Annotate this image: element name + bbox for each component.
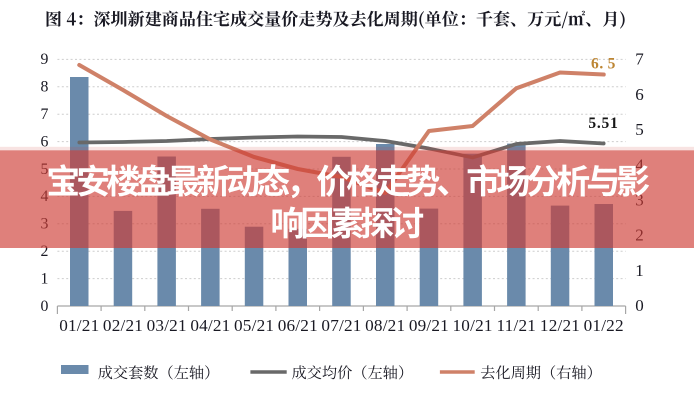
svg-text:11/21: 11/21 <box>497 316 537 335</box>
svg-text:8: 8 <box>41 79 49 96</box>
svg-text:06/21: 06/21 <box>278 316 318 335</box>
svg-text:6: 6 <box>635 85 644 104</box>
svg-text:01/21: 01/21 <box>59 316 99 335</box>
svg-text:6: 6 <box>41 133 49 150</box>
svg-text:04/21: 04/21 <box>190 316 230 335</box>
svg-text:01/22: 01/22 <box>584 316 624 335</box>
svg-text:5.51: 5.51 <box>588 115 618 132</box>
svg-text:05/21: 05/21 <box>234 316 274 335</box>
svg-text:1: 1 <box>41 270 49 287</box>
svg-text:09/21: 09/21 <box>409 316 449 335</box>
svg-text:08/21: 08/21 <box>365 316 405 335</box>
svg-text:2: 2 <box>41 243 49 260</box>
svg-text:1: 1 <box>635 261 644 280</box>
svg-text:02/21: 02/21 <box>103 316 143 335</box>
svg-text:6. 5: 6. 5 <box>591 56 616 73</box>
svg-text:03/21: 03/21 <box>147 316 187 335</box>
svg-text:7: 7 <box>635 50 644 69</box>
svg-text:9: 9 <box>41 51 49 68</box>
svg-text:12/21: 12/21 <box>540 316 580 335</box>
svg-text:07/21: 07/21 <box>321 316 361 335</box>
svg-text:10/21: 10/21 <box>453 316 493 335</box>
svg-text:5: 5 <box>635 120 644 139</box>
svg-text:7: 7 <box>41 106 49 123</box>
svg-text:0: 0 <box>635 296 644 315</box>
svg-text:0: 0 <box>41 298 49 315</box>
